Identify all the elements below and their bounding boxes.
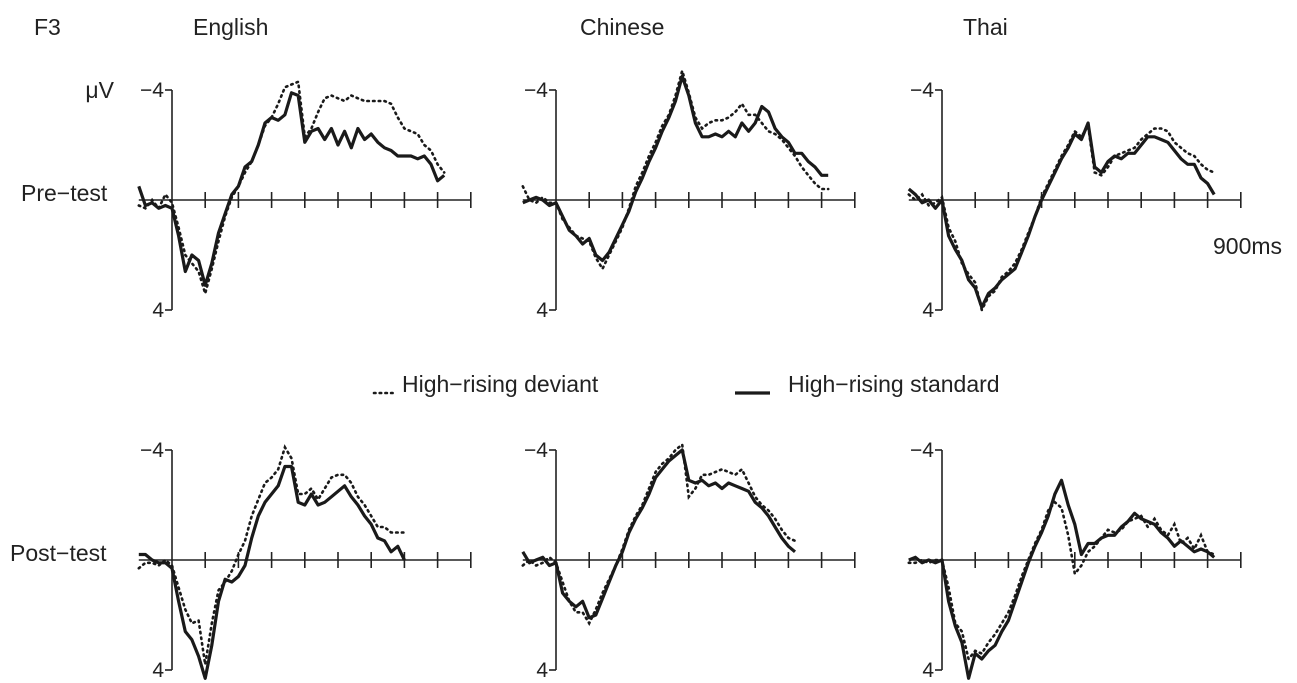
panel-pre-test-chinese: −4 4 [521,66,856,322]
y-tick-label: 4 [536,299,548,322]
series-line-standard [137,91,446,287]
row-label-pre-test: Pre−test [21,180,108,206]
y-tick-label: −4 [910,79,934,102]
row-label-post-test: Post−test [10,540,107,566]
legend-label-standard: High−rising standard [788,371,1000,397]
panel-pre-test-thai: −4 4 [907,79,1242,322]
group-title-english: English [193,14,268,40]
y-unit-label: μV [85,77,114,103]
y-tick-label: 4 [922,659,934,682]
y-tick-label: 4 [152,299,164,322]
series-line-deviant [137,444,406,665]
y-tick-label: −4 [524,79,548,102]
group-title-chinese: Chinese [580,14,664,40]
legend-label-deviant: High−rising deviant [402,371,599,397]
panel-pre-test-english: −4 4 [137,79,472,322]
panel-post-test-thai: −4 4 [907,439,1242,682]
series-line-standard [908,478,1216,680]
y-tick-label: −4 [524,439,548,462]
series-line-deviant [907,122,1216,314]
y-tick-label: 4 [536,659,548,682]
legend: High−rising deviant High−rising standard [372,371,1000,397]
y-tick-label: −4 [140,79,164,102]
series-line-deviant [137,79,446,299]
y-tick-label: 4 [152,659,164,682]
series-line-standard [521,448,797,620]
panel-post-test-english: −4 4 [137,439,472,682]
series-line-deviant [521,442,797,627]
y-tick-label: −4 [140,439,164,462]
time-scale-label: 900ms [1213,233,1282,259]
y-tick-label: 4 [922,299,934,322]
y-tick-label: −4 [910,439,934,462]
panels: −4 4 −4 4 −4 4 −4 4 −4 4 −4 4 [137,66,1242,682]
series-line-standard [522,74,829,263]
panel-post-test-chinese: −4 4 [521,439,856,682]
electrode-label: F3 [34,14,61,40]
series-line-deviant [521,66,830,272]
series-line-standard [138,464,406,680]
series-line-standard [907,121,1216,309]
group-title-thai: Thai [963,14,1008,40]
series-line-deviant [907,500,1216,662]
